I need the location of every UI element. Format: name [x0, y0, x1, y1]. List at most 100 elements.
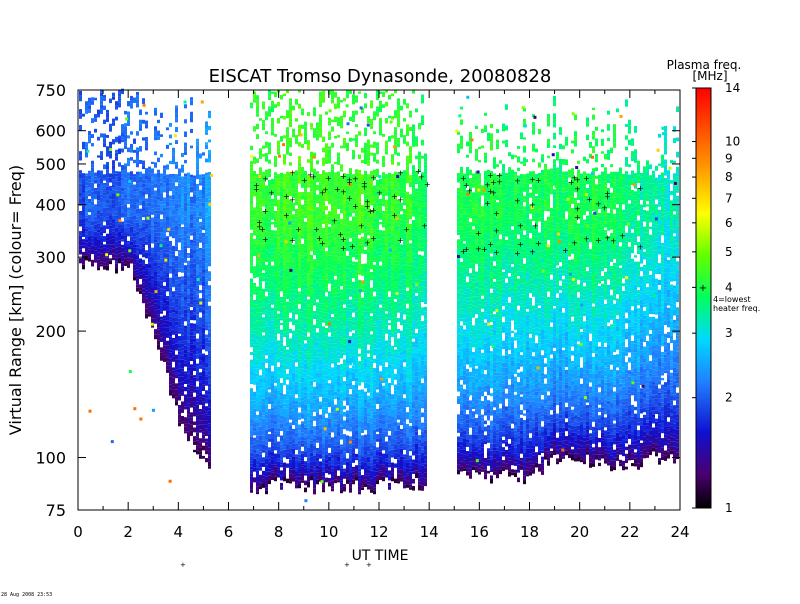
heatmap-cell	[292, 314, 295, 319]
heatmap-cell	[190, 342, 193, 345]
heatmap-cell	[250, 328, 253, 331]
heatmap-cell	[295, 323, 298, 330]
heatmap-cell	[163, 172, 166, 176]
heatmap-cell	[286, 416, 289, 422]
heatmap-cell	[355, 254, 358, 260]
heatmap-cell	[340, 164, 343, 169]
heatmap-cell	[307, 453, 310, 458]
heatmap-cell	[157, 136, 160, 140]
heatmap-cell	[163, 233, 166, 239]
heatmap-cell	[160, 288, 163, 292]
heatmap-cell	[106, 219, 109, 226]
heatmap-cell	[187, 340, 190, 343]
heatmap-cell	[268, 309, 271, 312]
heatmap-cell	[271, 404, 274, 408]
heatmap-cell	[253, 250, 256, 257]
heatmap-cell	[202, 286, 205, 290]
heatmap-cell	[274, 294, 277, 301]
heatmap-cell	[313, 426, 316, 429]
heatmap-cell	[319, 275, 322, 280]
heatmap-cell	[178, 268, 181, 273]
heatmap-cell	[250, 436, 253, 442]
heatmap-cell	[202, 202, 205, 207]
heatmap-cell	[343, 411, 346, 417]
heatmap-cell	[304, 181, 307, 187]
heatmap-cell	[118, 96, 121, 103]
heatmap-cell	[322, 476, 325, 480]
heatmap-cell	[166, 365, 169, 370]
heatmap-cell	[277, 178, 280, 185]
heatmap-cell	[316, 287, 319, 294]
heatmap-cell	[91, 201, 94, 206]
heatmap-cell	[208, 243, 211, 248]
heatmap-cell	[172, 189, 175, 195]
heatmap-cell	[259, 486, 262, 490]
heatmap-cell	[274, 370, 277, 376]
heatmap-cell	[346, 313, 349, 319]
heatmap-cell	[196, 235, 199, 239]
heatmap-cell	[145, 298, 148, 304]
heatmap-cell	[346, 259, 349, 264]
heatmap-cell	[340, 196, 343, 200]
heatmap-cell	[358, 291, 361, 295]
heatmap-cell	[190, 260, 193, 264]
heatmap-cell	[274, 261, 277, 264]
heatmap-cell	[250, 245, 253, 251]
heatmap-cell	[322, 98, 325, 103]
heatmap-cell	[181, 376, 184, 382]
heatmap-cell	[325, 459, 328, 464]
heatmap-cell	[319, 295, 322, 298]
heatmap-cell	[208, 461, 211, 467]
heatmap-cell	[352, 405, 355, 410]
heatmap-cell	[256, 205, 259, 210]
heatmap-cell	[181, 416, 184, 422]
heatmap-cell	[196, 351, 199, 355]
heatmap-cell	[316, 314, 319, 320]
heatmap-cell	[259, 411, 262, 418]
heatmap-cell	[199, 180, 202, 183]
heatmap-cell	[313, 386, 316, 391]
heatmap-cell	[145, 124, 148, 129]
heatmap-cell	[208, 366, 211, 371]
heatmap-cell	[286, 373, 289, 377]
heatmap-cell	[256, 209, 259, 214]
heatmap-cell	[355, 271, 358, 276]
heatmap-cell	[130, 241, 133, 246]
heatmap-cell	[160, 245, 163, 251]
heatmap-cell	[337, 249, 340, 253]
heatmap-cell	[139, 119, 142, 124]
heatmap-cell	[310, 329, 313, 334]
heatmap-cell	[160, 255, 163, 259]
heatmap-cell	[304, 239, 307, 245]
heatmap-cell	[202, 224, 205, 231]
heatmap-cell	[277, 407, 280, 414]
heatmap-cell	[322, 393, 325, 398]
heatmap-cell	[289, 118, 292, 122]
heatmap-cell	[271, 346, 274, 349]
heatmap-cell	[289, 394, 292, 398]
heatmap-cell	[355, 348, 358, 355]
heatmap-cell	[331, 218, 334, 221]
heatmap-cell	[310, 127, 313, 130]
heatmap-cell	[271, 287, 274, 293]
heatmap-cell	[253, 226, 256, 231]
heatmap-cell	[349, 382, 352, 387]
heatmap-cell	[343, 434, 346, 437]
heatmap-cell	[352, 275, 355, 279]
heatmap-cell	[172, 383, 175, 387]
heatmap-cell	[181, 401, 184, 407]
heatmap-cell	[331, 94, 334, 100]
heatmap-cell	[94, 254, 97, 260]
heatmap-cell	[187, 389, 190, 394]
heatmap-cell	[307, 413, 310, 418]
heatmap-cell	[253, 156, 256, 161]
heatmap-cell	[193, 221, 196, 226]
heatmap-cell	[307, 260, 310, 267]
heatmap-cell	[130, 208, 133, 212]
heatmap-cell	[289, 459, 292, 463]
heatmap-cell	[175, 314, 178, 318]
heatmap-cell	[91, 205, 94, 210]
heatmap-cell	[259, 345, 262, 349]
heatmap-cell	[208, 332, 211, 338]
heatmap-cell	[298, 238, 301, 244]
